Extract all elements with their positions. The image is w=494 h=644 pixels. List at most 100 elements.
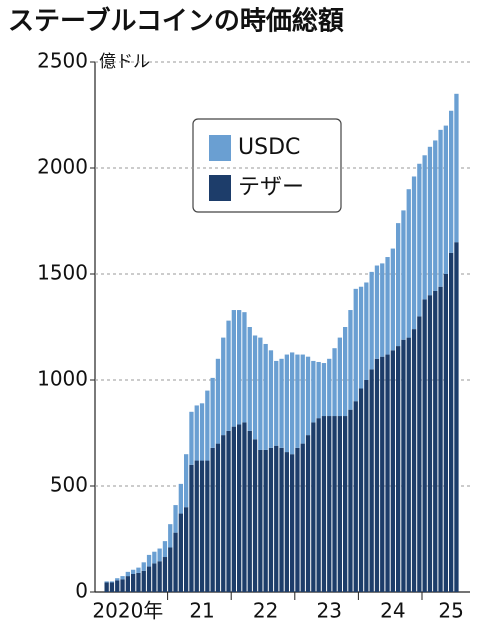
bar-segment	[157, 548, 162, 562]
bar-segment	[168, 524, 173, 548]
y-tick-label: 0	[75, 579, 88, 603]
bar-segment	[337, 337, 342, 417]
bar-segment	[374, 265, 380, 359]
y-tick-label: 2500	[37, 49, 88, 73]
bar-segment	[343, 327, 348, 417]
bar-segment	[449, 110, 454, 253]
bar-segment	[136, 567, 141, 573]
bar-segment	[353, 401, 358, 592]
bar-segment	[146, 554, 152, 567]
bar-segment	[295, 354, 300, 448]
bar-segment	[252, 439, 258, 592]
bar-segment	[300, 443, 305, 592]
bar-segment	[231, 310, 236, 427]
bar-segment	[162, 557, 168, 592]
bar-segment	[189, 411, 194, 465]
bar-segment	[242, 422, 247, 592]
bar-segment	[369, 369, 374, 592]
bar-segment	[168, 547, 173, 592]
bar-segment	[396, 346, 401, 592]
bar-segment	[433, 140, 438, 291]
bar-segment	[422, 299, 427, 592]
x-tick-label: 24	[380, 599, 405, 623]
bar-segment	[305, 356, 311, 436]
bar-segment	[157, 561, 162, 592]
bar-segment	[321, 416, 327, 592]
bar-segment	[417, 163, 422, 317]
bar-segment	[189, 464, 194, 592]
bar-segment	[353, 288, 358, 402]
y-tick-label: 2000	[37, 155, 88, 179]
bar-segment	[125, 571, 130, 577]
legend-label: USDC	[238, 135, 300, 160]
bar-segment	[284, 452, 289, 592]
bar-segment	[358, 286, 364, 389]
bar-segment	[321, 363, 327, 417]
bar-segment	[274, 360, 279, 446]
bar-segment	[327, 358, 332, 417]
bar-segment	[422, 155, 427, 300]
bar-segment	[406, 337, 411, 592]
bar-segment	[311, 422, 316, 592]
bar-segment	[109, 582, 115, 592]
bar-segment	[178, 513, 183, 592]
bar-segment	[104, 581, 109, 583]
bar-segment	[199, 460, 205, 592]
bar-segment	[290, 454, 295, 592]
bar-segment	[316, 418, 321, 592]
chart-title: ステーブルコインの時価総額	[8, 6, 344, 37]
x-tick-label: 21	[189, 599, 214, 623]
bar-segment	[258, 449, 263, 592]
bar-segment	[226, 430, 231, 592]
bar-segment	[449, 252, 454, 593]
bar-segment	[146, 566, 152, 592]
bar-segment	[385, 354, 390, 592]
bar-segment	[131, 569, 136, 574]
bar-segment	[136, 572, 141, 592]
bar-segment	[369, 271, 374, 370]
bar-segment	[109, 581, 115, 583]
bar-segment	[411, 176, 417, 330]
bar-segment	[268, 447, 274, 592]
bar-segment	[348, 409, 353, 592]
bar-segment	[141, 570, 146, 592]
bar-segment	[295, 447, 300, 592]
y-tick-label: 500	[50, 473, 88, 497]
bar-segment	[184, 454, 189, 508]
bar-segment	[252, 335, 258, 440]
bar-segment	[401, 339, 406, 592]
bar-segment	[305, 435, 311, 592]
bar-segment	[390, 248, 395, 351]
bar-segment	[152, 551, 157, 564]
bar-segment	[385, 257, 390, 355]
bar-segment	[237, 424, 242, 592]
bar-segment	[226, 320, 231, 431]
bar-segment	[279, 447, 284, 592]
bar-segment	[210, 377, 215, 448]
bar-segment	[173, 505, 178, 533]
bar-segment	[237, 310, 242, 425]
y-unit: 億ドル	[99, 52, 150, 72]
bar-segment	[162, 541, 168, 558]
bar-segment	[443, 274, 448, 592]
bar-segment	[438, 129, 443, 287]
bar-segment	[332, 416, 337, 592]
x-tick-label: 22	[253, 599, 278, 623]
bar-segment	[396, 223, 401, 347]
bar-segment	[348, 310, 353, 410]
bar-segment	[274, 445, 279, 592]
bar-segment	[374, 358, 380, 592]
x-tick-label: 23	[317, 599, 342, 623]
bar-segment	[178, 483, 183, 514]
bar-segment	[125, 576, 130, 592]
bar-segment	[411, 329, 417, 592]
bar-segment	[316, 361, 321, 419]
bar-segment	[290, 352, 295, 455]
bar-segment	[194, 460, 199, 592]
bar-segment	[131, 573, 136, 592]
bar-segment	[173, 532, 178, 592]
bar-segment	[380, 356, 385, 592]
bar-segment	[141, 562, 146, 571]
bar-segment	[427, 146, 433, 296]
